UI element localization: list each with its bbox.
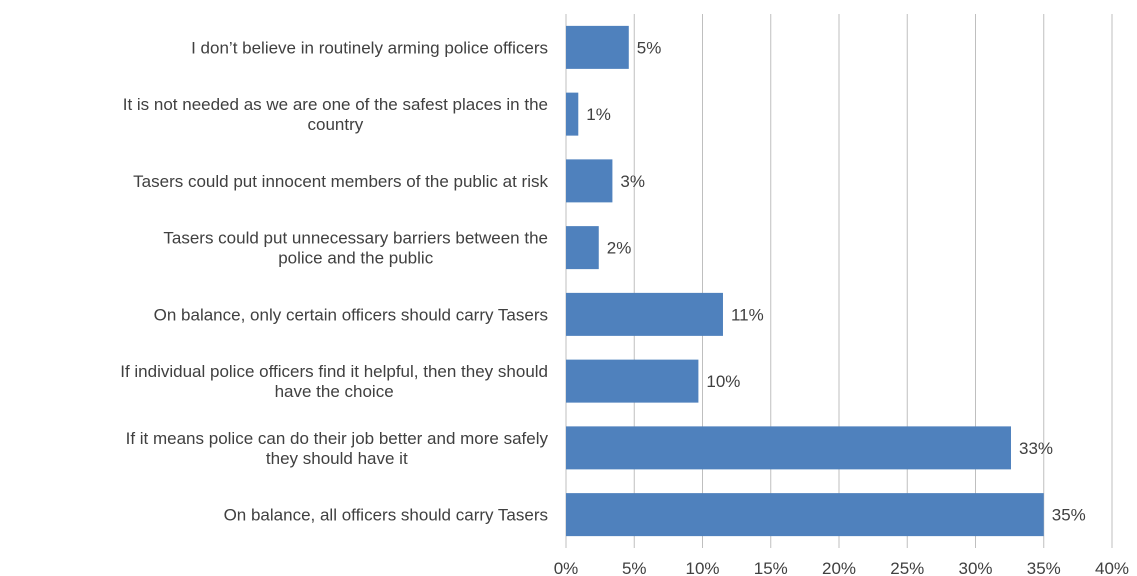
category-label: Tasers could put unnecessary barriers be… <box>163 229 548 268</box>
data-label: 5% <box>637 38 662 57</box>
category-label: It is not needed as we are one of the sa… <box>123 95 548 134</box>
category-label-line: Tasers could put innocent members of the… <box>133 172 548 191</box>
category-label-line: It is not needed as we are one of the sa… <box>123 95 548 114</box>
category-label: If it means police can do their job bett… <box>126 429 549 468</box>
bar <box>566 426 1011 470</box>
category-label-line: On balance, only certain officers should… <box>154 305 548 324</box>
bar <box>566 92 579 136</box>
category-label: Tasers could put innocent members of the… <box>133 172 548 191</box>
category-label-line: I don’t believe in routinely arming poli… <box>191 38 548 57</box>
x-tick-label: 0% <box>554 559 579 576</box>
category-label-line: have the choice <box>275 382 394 401</box>
category-label: On balance, only certain officers should… <box>154 305 548 324</box>
category-label-line: they should have it <box>266 449 408 468</box>
x-tick-label: 35% <box>1027 559 1061 576</box>
data-label: 35% <box>1052 506 1086 525</box>
x-tick-label: 40% <box>1095 559 1129 576</box>
grid-lines <box>565 14 1113 548</box>
category-label-line: Tasers could put unnecessary barriers be… <box>163 229 548 248</box>
category-label: I don’t believe in routinely arming poli… <box>191 38 548 57</box>
category-label: If individual police officers find it he… <box>120 362 548 401</box>
bar <box>566 25 629 69</box>
category-label-line: If individual police officers find it he… <box>120 362 548 381</box>
data-label: 1% <box>586 105 611 124</box>
bar <box>566 159 613 203</box>
category-labels: I don’t believe in routinely arming poli… <box>120 38 548 524</box>
category-label-line: On balance, all officers should carry Ta… <box>224 506 548 525</box>
bars <box>566 25 1044 537</box>
data-label: 3% <box>620 172 645 191</box>
bar <box>566 226 599 270</box>
x-tick-label: 30% <box>958 559 992 576</box>
data-label: 2% <box>607 239 632 258</box>
data-label: 11% <box>731 305 764 324</box>
data-labels: 5% 1% 3% 2% 11% 10% 33% 35% <box>586 38 1085 524</box>
x-tick-label: 5% <box>622 559 647 576</box>
x-tick-label: 10% <box>685 559 719 576</box>
x-axis-ticks: 0% 5% 10% 15% 20% 25% 30% 35% 40% <box>554 559 1129 576</box>
x-tick-label: 15% <box>754 559 788 576</box>
category-label-line: If it means police can do their job bett… <box>126 429 549 448</box>
data-label: 10% <box>706 372 740 391</box>
data-label: 33% <box>1019 439 1053 458</box>
category-label: On balance, all officers should carry Ta… <box>224 506 548 525</box>
bar <box>566 359 699 403</box>
category-label-line: police and the public <box>278 249 434 268</box>
bar <box>566 292 723 336</box>
category-label-line: country <box>307 115 363 134</box>
x-tick-label: 25% <box>890 559 924 576</box>
bar <box>566 493 1044 537</box>
x-tick-label: 20% <box>822 559 856 576</box>
